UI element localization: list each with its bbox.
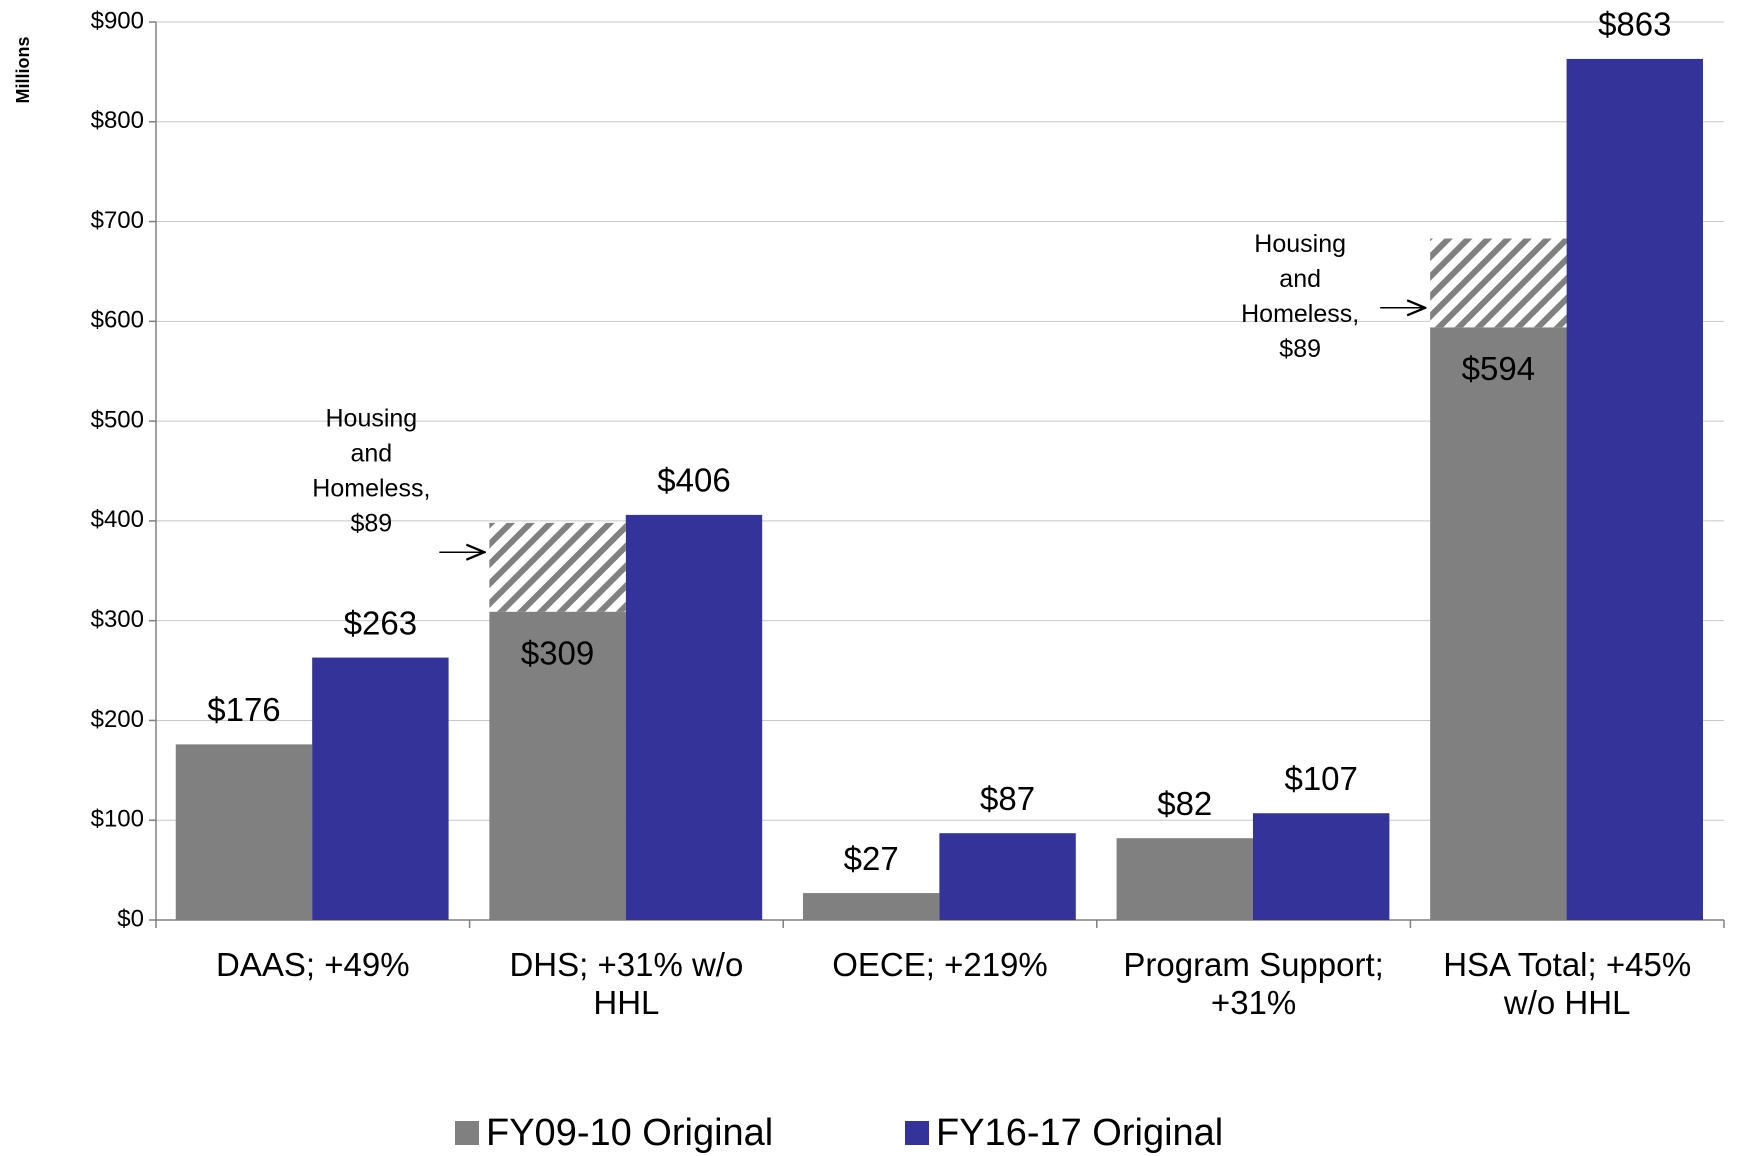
x-tick-label: HSA Total; +45% w/o HHL xyxy=(1443,946,1692,1021)
bar xyxy=(175,744,313,920)
bar xyxy=(1252,813,1390,920)
bar xyxy=(1116,838,1253,920)
annotation: and xyxy=(1279,265,1321,293)
value-label: $82 xyxy=(1157,785,1212,822)
annotation: $89 xyxy=(350,509,392,537)
y-axis-label: Millions xyxy=(13,37,33,104)
legend-label: FY16-17 Original xyxy=(936,1112,1223,1154)
value-label: $87 xyxy=(980,780,1035,817)
value-label: $863 xyxy=(1598,6,1671,43)
y-tick-label: $400 xyxy=(91,506,144,533)
y-tick-label: $200 xyxy=(91,706,144,733)
y-tick-label: $100 xyxy=(91,806,144,833)
value-label: $263 xyxy=(344,604,417,641)
y-tick-label: $500 xyxy=(91,406,144,433)
value-label: $107 xyxy=(1284,760,1357,797)
annotation: Homeless, xyxy=(312,474,430,502)
value-label: $406 xyxy=(657,462,730,499)
x-tick-label: DAAS; +49% xyxy=(216,946,410,983)
legend-swatch xyxy=(455,1121,479,1145)
annotation: Homeless, xyxy=(1241,300,1359,328)
y-tick-label: $800 xyxy=(91,107,144,134)
overlay-segment xyxy=(1430,238,1567,328)
value-label: $594 xyxy=(1462,350,1535,387)
y-tick-label: $0 xyxy=(117,905,144,932)
y-tick-label: $600 xyxy=(91,307,144,334)
bar xyxy=(489,611,626,920)
bar xyxy=(802,893,940,920)
x-tick-label: DHS; +31% w/o HHL xyxy=(509,946,744,1021)
y-tick-label: $900 xyxy=(91,7,144,34)
annotation: and xyxy=(350,439,392,467)
legend-label: FY09-10 Original xyxy=(486,1112,773,1154)
value-label: $309 xyxy=(521,634,594,671)
bar xyxy=(312,657,449,920)
y-tick-label: $300 xyxy=(91,606,144,633)
x-tick-label: Program Support; +31% xyxy=(1123,946,1384,1021)
overlay-segment xyxy=(489,522,626,612)
bar xyxy=(939,833,1076,920)
bar xyxy=(625,514,763,920)
annotation: Housing xyxy=(1254,230,1346,258)
bar xyxy=(1430,327,1567,920)
y-tick-label: $700 xyxy=(91,207,144,234)
value-label: $27 xyxy=(844,840,899,877)
annotation: Housing xyxy=(325,404,417,432)
legend-swatch xyxy=(905,1121,929,1145)
x-tick-label: OECE; +219% xyxy=(832,946,1048,983)
value-label: $176 xyxy=(207,691,280,728)
bar xyxy=(1566,58,1703,920)
annotation: $89 xyxy=(1279,335,1321,363)
